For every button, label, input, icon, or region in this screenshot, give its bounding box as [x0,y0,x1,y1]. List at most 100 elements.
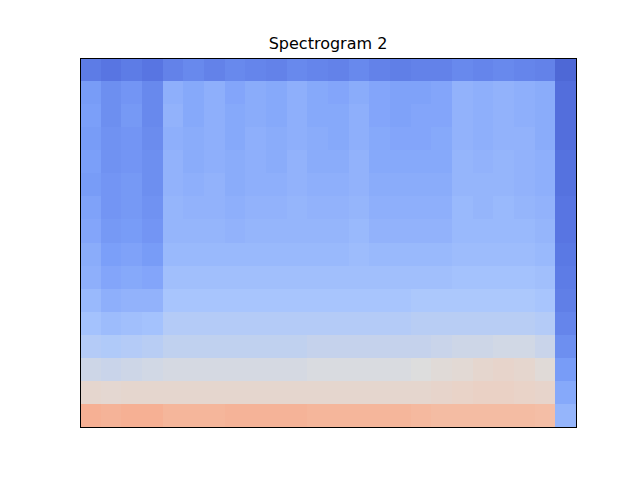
heatmap-cell [328,335,349,359]
heatmap-cell [204,381,225,405]
heatmap-cell [307,150,328,174]
heatmap-cell [473,81,494,105]
heatmap-cell [555,219,576,243]
heatmap-cell [431,289,452,313]
heatmap-cell [245,58,266,82]
heatmap-cell [225,289,246,313]
heatmap-cell [183,196,204,220]
heatmap-cell [369,289,390,313]
heatmap-cell [390,312,411,336]
chart: Spectrogram 2 [0,0,640,480]
heatmap-cell [431,358,452,382]
heatmap-cell [349,358,370,382]
heatmap-cell [411,358,432,382]
heatmap-cell [514,404,535,427]
heatmap-cell [535,289,556,313]
heatmap-cell [514,219,535,243]
heatmap-cell [555,196,576,220]
heatmap-cell [473,358,494,382]
heatmap-cell [204,196,225,220]
heatmap-cell [287,219,308,243]
heatmap-cell [369,312,390,336]
heatmap-cell [142,404,163,427]
heatmap-cell [535,81,556,105]
heatmap-cell [452,58,473,82]
heatmap-cell [142,104,163,128]
heatmap-cell [287,196,308,220]
heatmap-cell [431,404,452,427]
heatmap-cell [163,219,184,243]
heatmap-cell [349,266,370,290]
heatmap-cell [307,58,328,82]
heatmap-cell [266,266,287,290]
heatmap-cell [555,312,576,336]
heatmap-cell [369,150,390,174]
heatmap-cell [431,266,452,290]
heatmap-cell [142,81,163,105]
heatmap-cell [390,381,411,405]
heatmap-cell [80,289,101,313]
heatmap-cell [121,150,142,174]
heatmap-cell [390,243,411,267]
heatmap-cell [431,150,452,174]
heatmap-cell [80,266,101,290]
heatmap-cell [411,196,432,220]
heatmap-cell [101,81,122,105]
heatmap-cell [349,335,370,359]
heatmap-cell [225,312,246,336]
heatmap-cell [101,58,122,82]
heatmap-cell [535,335,556,359]
heatmap-cell [452,150,473,174]
heatmap-cell [452,381,473,405]
heatmap-cell [163,196,184,220]
heatmap-cell [307,335,328,359]
heatmap-cell [555,150,576,174]
heatmap-cell [514,335,535,359]
heatmap-cell [411,335,432,359]
heatmap-cell [535,381,556,405]
plot-frame [80,58,576,427]
heatmap-cell [411,289,432,313]
heatmap-cell [163,150,184,174]
heatmap-cell [369,335,390,359]
heatmap-cell [535,104,556,128]
heatmap-cell [555,127,576,151]
heatmap-cell [535,266,556,290]
heatmap-cell [142,127,163,151]
heatmap-cell [493,219,514,243]
heatmap-cell [431,173,452,197]
heatmap-cell [328,358,349,382]
heatmap-cell [369,358,390,382]
heatmap-cell [183,289,204,313]
heatmap-cell [225,381,246,405]
heatmap-cell [245,150,266,174]
heatmap-cell [473,381,494,405]
heatmap-cell [121,266,142,290]
heatmap-cell [390,104,411,128]
heatmap-cell [431,58,452,82]
heatmap-cell [473,243,494,267]
heatmap-cell [473,219,494,243]
heatmap-cell [266,58,287,82]
heatmap-cell [101,381,122,405]
heatmap-cell [411,127,432,151]
heatmap-cell [307,81,328,105]
heatmap-cell [328,243,349,267]
heatmap-cell [121,81,142,105]
heatmap-cell [514,358,535,382]
heatmap-cell [555,335,576,359]
heatmap-cell [328,196,349,220]
heatmap-cell [266,173,287,197]
heatmap-cell [101,219,122,243]
heatmap-cell [204,127,225,151]
heatmap-cell [411,381,432,405]
heatmap-cell [225,243,246,267]
heatmap-cell [163,381,184,405]
heatmap-cell [287,104,308,128]
heatmap-cell [535,196,556,220]
heatmap-cell [204,219,225,243]
heatmap-cell [411,312,432,336]
heatmap-cell [473,196,494,220]
heatmap-cell [80,335,101,359]
heatmap-cell [431,312,452,336]
